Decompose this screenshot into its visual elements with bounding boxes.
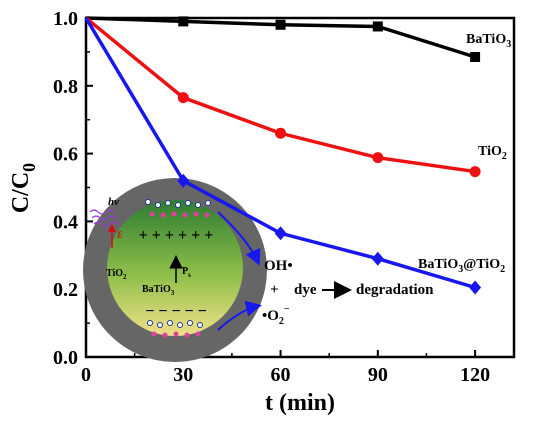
series-label-batio3: BaTiO3	[466, 32, 511, 50]
data-point-2-2	[274, 226, 287, 241]
mechanism-inset: + + + + + + − − − − − Ps E hv TiO2 BaTiO…	[83, 178, 434, 362]
e-field-label: E	[116, 230, 123, 240]
polarization-label: Ps	[182, 266, 191, 279]
y-axis-title-main: C/C	[8, 172, 34, 213]
data-point-2-1	[177, 173, 190, 188]
superoxide-arrow	[217, 300, 262, 331]
data-point-0-1	[178, 16, 189, 27]
y-tick-label: 0.2	[53, 279, 78, 301]
y-tick-label: 0.8	[53, 76, 78, 98]
y-tick-label: 0.6	[53, 144, 78, 166]
data-point-2-4	[469, 280, 482, 295]
x-tick-label: 60	[271, 364, 291, 386]
superoxide-label: •O2−	[262, 304, 290, 327]
x-axis-title: t (min)	[265, 390, 335, 416]
series-label-batio3-tio2: BaTiO3@TiO2	[418, 257, 505, 275]
x-axis: 0 30 60 90 120	[81, 350, 490, 386]
data-point-2-3	[371, 251, 384, 266]
y-tick-label: 1.0	[53, 8, 78, 30]
series-layer	[84, 16, 482, 295]
dye-label: dye	[294, 282, 317, 298]
x-tick-label: 30	[173, 364, 193, 386]
svg-text:C/C0: C/C0	[8, 163, 39, 213]
core-positive-charges: + + + + + +	[139, 227, 214, 244]
y-tick-label: 0.0	[53, 347, 78, 369]
oh-radical-label: OH•	[264, 258, 293, 274]
batio3-label: BaTiO3	[142, 284, 175, 297]
data-point-1-2	[275, 127, 287, 139]
data-point-0-4	[470, 51, 481, 62]
data-point-1-3	[372, 152, 384, 164]
y-tick-label: 0.4	[53, 211, 78, 233]
x-tick-label: 0	[81, 364, 91, 386]
data-point-1-1	[177, 92, 189, 104]
tio2-label: TiO2	[106, 268, 127, 281]
data-point-0-2	[275, 19, 286, 30]
x-tick-label: 120	[460, 364, 490, 386]
light-icon	[89, 209, 119, 227]
plus-sign: +	[270, 282, 279, 298]
data-point-0-3	[372, 21, 383, 32]
degradation-label: degradation	[356, 282, 434, 298]
y-axis-title: C/C0	[8, 163, 39, 213]
y-axis-title-sub: 0	[19, 163, 39, 172]
x-tick-label: 90	[368, 364, 388, 386]
series-label-tio2: TiO2	[478, 144, 507, 162]
oh-arrow	[217, 211, 261, 266]
charge-carriers-bottom	[147, 320, 203, 338]
series-line-1	[84, 16, 476, 174]
hv-label: hv	[108, 196, 119, 208]
core-negative-charges: − − − − −	[145, 303, 207, 320]
data-point-1-4	[469, 166, 481, 178]
charge-carriers-top	[145, 199, 211, 218]
